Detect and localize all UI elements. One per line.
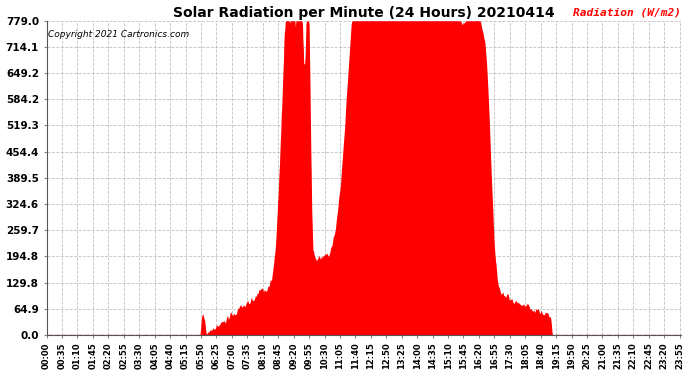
Title: Solar Radiation per Minute (24 Hours) 20210414: Solar Radiation per Minute (24 Hours) 20…: [173, 6, 555, 20]
Text: Copyright 2021 Cartronics.com: Copyright 2021 Cartronics.com: [48, 30, 189, 39]
Text: Radiation (W/m2): Radiation (W/m2): [573, 8, 682, 18]
